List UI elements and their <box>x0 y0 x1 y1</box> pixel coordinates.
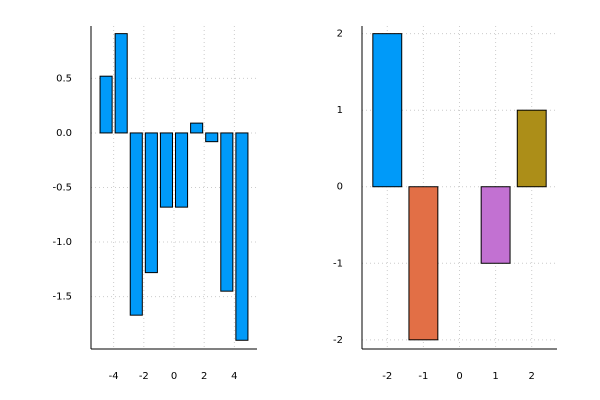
bar <box>99 75 113 134</box>
y-tick-label: -1 <box>333 258 343 269</box>
x-tick-label: -2 <box>382 371 392 382</box>
x-tick-label: -2 <box>139 371 149 382</box>
bar <box>144 132 158 274</box>
bar <box>235 132 249 341</box>
y-tick-label: 1 <box>337 105 343 116</box>
y-tick-label: 0 <box>337 182 343 193</box>
y-tick-label: 0.5 <box>56 73 72 84</box>
x-tick-label: 0 <box>456 371 462 382</box>
y-tick-label: -2 <box>333 335 343 346</box>
bar <box>205 132 219 143</box>
bar <box>408 186 439 341</box>
y-tick-label: -0.5 <box>52 183 72 194</box>
y-tick-label: -1.0 <box>52 237 72 248</box>
bar <box>190 122 204 134</box>
bar <box>114 33 128 134</box>
bar <box>372 33 403 188</box>
y-tick-label: 2 <box>337 29 343 40</box>
x-tick-label: 2 <box>201 371 207 382</box>
y-tick-label: -1.5 <box>52 292 72 303</box>
bar <box>129 132 143 316</box>
y-tick-label: 0.0 <box>56 128 72 139</box>
bar <box>159 132 173 208</box>
bar <box>220 132 234 292</box>
bar <box>480 186 511 264</box>
x-tick-label: -4 <box>109 371 119 382</box>
bar <box>175 132 189 208</box>
x-tick-label: 2 <box>529 371 535 382</box>
x-tick-label: 4 <box>231 371 237 382</box>
x-tick-label: 0 <box>171 371 177 382</box>
x-tick-label: 1 <box>492 371 498 382</box>
x-tick-label: -1 <box>418 371 428 382</box>
bar <box>516 109 547 188</box>
